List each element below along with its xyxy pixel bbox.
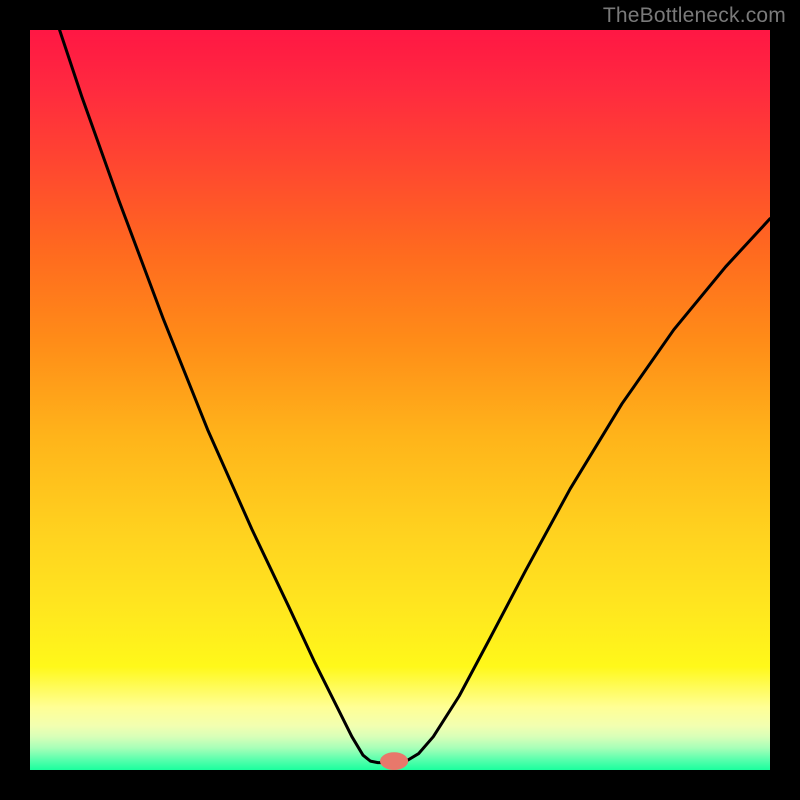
chart-plot-area — [30, 30, 770, 770]
chart-background — [30, 30, 770, 770]
watermark-text: TheBottleneck.com — [603, 4, 786, 28]
optimal-point-marker — [380, 752, 408, 770]
